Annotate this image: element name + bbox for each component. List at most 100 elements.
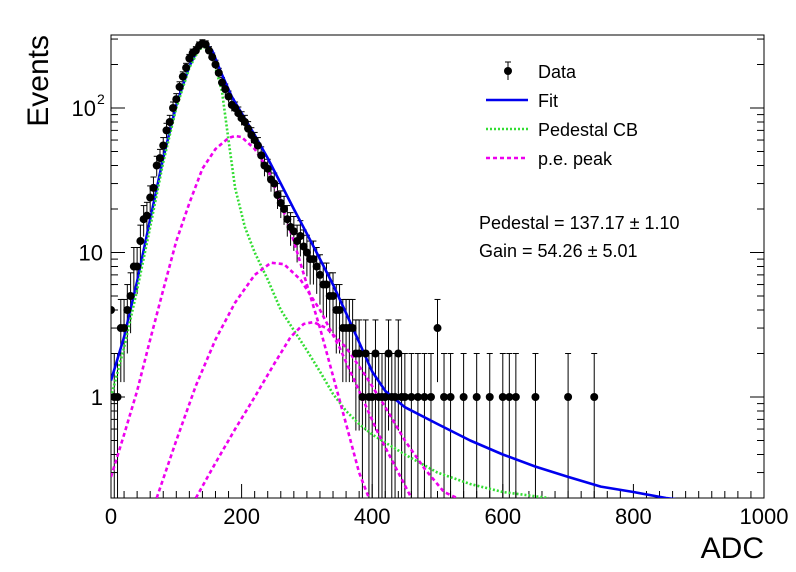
data-point (162, 126, 171, 135)
legend-marker (504, 67, 512, 75)
data-point (400, 392, 409, 401)
data-point (280, 204, 289, 213)
data-point (224, 92, 233, 101)
data-point (120, 324, 129, 333)
data-point (299, 242, 308, 251)
annotation-gain: Gain = 54.26 ± 5.01 (479, 241, 638, 261)
data-point (276, 199, 285, 208)
data-point (329, 291, 338, 300)
curve-p-e-peak-2 (155, 261, 413, 498)
x-tick-labels: 0 200 400 600 800 1000 (105, 504, 789, 529)
data-point (302, 248, 311, 257)
legend: Data Fit Pedestal CB p.e. peak (486, 61, 638, 169)
data-point (459, 392, 468, 401)
data-point (315, 270, 324, 279)
data-point (263, 164, 272, 173)
data-point (169, 103, 178, 112)
plot-frame (110, 34, 765, 499)
data-point (381, 392, 390, 401)
data-point (309, 255, 318, 264)
data-point (446, 392, 455, 401)
data-point (394, 349, 403, 358)
data-point (322, 280, 331, 289)
data-point (433, 324, 442, 333)
x-tick-label: 200 (223, 504, 260, 529)
data-point (384, 349, 393, 358)
legend-label: Data (538, 62, 577, 82)
data-point (136, 237, 145, 246)
curve-p-e-peak-3 (194, 320, 458, 498)
data-point (361, 349, 370, 358)
annotation-pedestal: Pedestal = 137.17 ± 1.10 (479, 213, 680, 233)
y-axis-label: Events (22, 35, 55, 127)
data-point (178, 72, 187, 81)
data-point (355, 349, 364, 358)
y-tick-label: 10 (79, 240, 103, 265)
data-point (368, 392, 377, 401)
legend-label: Fit (538, 91, 558, 111)
data-point (175, 82, 184, 91)
data-point (182, 63, 191, 72)
data-point (420, 392, 429, 401)
data-point (407, 392, 416, 401)
data-point (371, 349, 380, 358)
x-tick-label: 800 (615, 504, 652, 529)
data-point (244, 124, 253, 133)
data-point (283, 215, 292, 224)
data-point (123, 305, 132, 314)
data-point (204, 46, 213, 55)
y-tick-label: 10 (72, 96, 96, 121)
x-axis-label: ADC (701, 532, 764, 565)
data-point (505, 392, 514, 401)
data-point (289, 227, 298, 236)
data-point (159, 141, 168, 150)
data-point (146, 193, 155, 202)
x-tick-label: 600 (484, 504, 521, 529)
data-point (111, 306, 115, 314)
data-point (296, 232, 305, 241)
data-point (358, 392, 367, 401)
data-point (152, 161, 161, 170)
data-point (240, 117, 249, 126)
data-point (335, 305, 344, 314)
data-point (126, 291, 135, 300)
data-point (142, 211, 151, 220)
data-point (564, 392, 573, 401)
data-point (472, 392, 481, 401)
data-point (218, 78, 227, 87)
data-point (590, 392, 599, 401)
data-point (253, 141, 262, 150)
y-tick-label: 1 (91, 385, 103, 410)
data-points (111, 39, 599, 401)
data-point (426, 392, 435, 401)
x-tick-label: 1000 (740, 504, 789, 529)
curve-p-e-peak-1 (111, 134, 371, 498)
data-point (149, 183, 158, 192)
data-point (211, 60, 220, 69)
y-tick-label-exponent: 2 (97, 91, 105, 107)
legend-label: Pedestal CB (538, 120, 638, 140)
data-point (165, 117, 174, 126)
data-point (348, 324, 357, 333)
data-point (257, 151, 266, 160)
data-point (511, 392, 520, 401)
data-point (133, 262, 142, 271)
data-point (273, 190, 282, 199)
data-point (498, 392, 507, 401)
data-point (221, 85, 230, 94)
data-point (531, 392, 540, 401)
data-point (155, 154, 164, 163)
data-point (440, 392, 449, 401)
curve-pedestal-cb (111, 45, 549, 498)
data-point (214, 68, 223, 77)
x-tick-label: 0 (105, 504, 117, 529)
error-bars (111, 39, 598, 498)
data-point (312, 262, 321, 271)
axis-ticks (110, 38, 765, 499)
data-point (172, 95, 181, 104)
data-point (201, 40, 210, 49)
data-point (413, 392, 422, 401)
data-point (208, 53, 217, 62)
